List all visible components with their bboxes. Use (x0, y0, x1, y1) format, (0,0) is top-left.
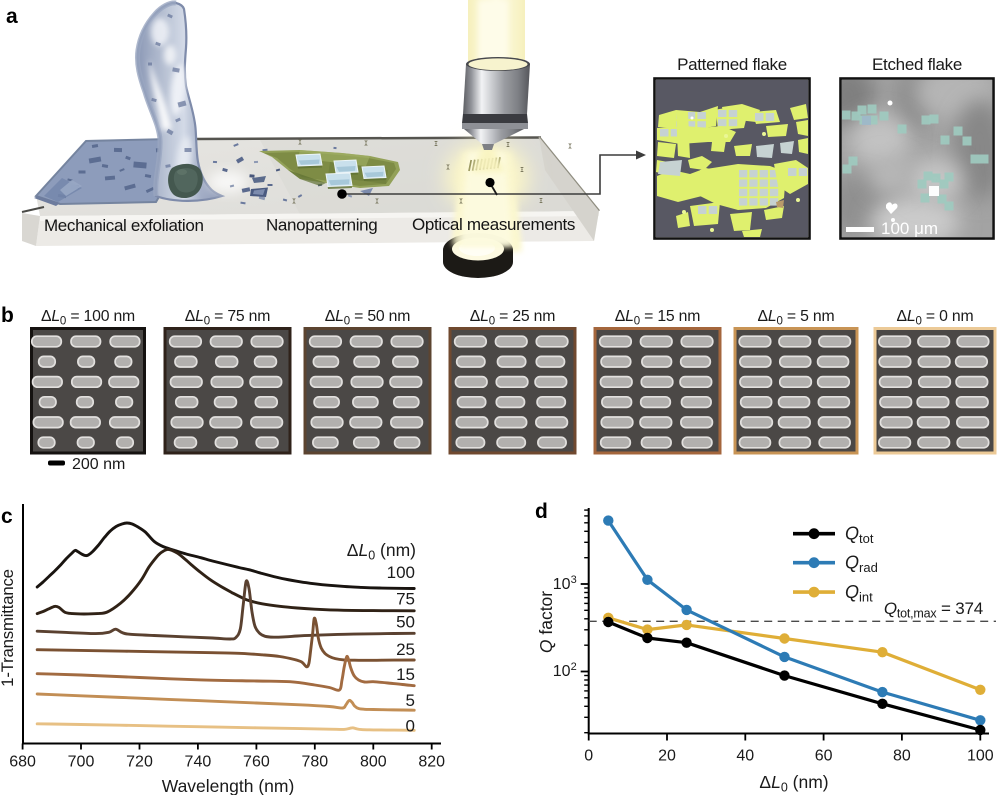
svg-text:Wavelength (nm): Wavelength (nm) (162, 776, 295, 795)
svg-text:15: 15 (396, 665, 415, 684)
svg-text:25: 25 (396, 640, 415, 659)
svg-text:ΔL0 = 50 nm: ΔL0 = 50 nm (325, 308, 411, 328)
svg-text:Optical measurements: Optical measurements (412, 215, 575, 234)
svg-text:ΔL0 = 75 nm: ΔL0 = 75 nm (185, 308, 271, 328)
svg-text:ΔL0 = 15 nm: ΔL0 = 15 nm (615, 308, 701, 328)
svg-text:0: 0 (584, 748, 593, 765)
svg-text:5: 5 (406, 691, 415, 710)
svg-text:c: c (1, 505, 13, 528)
svg-text:40: 40 (736, 748, 754, 765)
svg-text:ΔL0 = 25 nm: ΔL0 = 25 nm (470, 308, 556, 328)
svg-text:Q factor: Q factor (536, 591, 556, 653)
svg-text:720: 720 (126, 754, 153, 771)
svg-text:Qtot,max = 374: Qtot,max = 374 (884, 599, 983, 621)
svg-text:a: a (6, 5, 18, 28)
svg-text:20: 20 (658, 748, 676, 765)
svg-text:80: 80 (893, 748, 911, 765)
svg-text:800: 800 (360, 754, 387, 771)
svg-text:b: b (1, 304, 14, 327)
svg-text:Qrad: Qrad (845, 553, 878, 576)
svg-text:700: 700 (68, 754, 95, 771)
svg-text:d: d (535, 500, 548, 523)
svg-text:820: 820 (418, 754, 445, 771)
svg-text:Qint: Qint (845, 582, 873, 605)
svg-text:200 nm: 200 nm (72, 456, 125, 473)
svg-text:ΔL0 (nm): ΔL0 (nm) (759, 772, 828, 795)
svg-text:ΔL0 (nm): ΔL0 (nm) (347, 540, 416, 563)
svg-text:60: 60 (815, 748, 833, 765)
svg-text:0: 0 (406, 717, 415, 736)
svg-text:100 μm: 100 μm (881, 219, 938, 238)
svg-text:740: 740 (185, 754, 212, 771)
svg-text:Mechanical exfoliation: Mechanical exfoliation (44, 216, 204, 235)
svg-text:50: 50 (396, 613, 415, 632)
svg-text:760: 760 (243, 754, 270, 771)
svg-text:Patterned flake: Patterned flake (677, 55, 787, 74)
svg-text:780: 780 (301, 754, 328, 771)
svg-text:680: 680 (9, 754, 36, 771)
svg-text:100: 100 (387, 563, 415, 582)
svg-text:ΔL0 = 0 nm: ΔL0 = 0 nm (897, 308, 974, 328)
svg-text:75: 75 (396, 590, 415, 609)
svg-text:ΔL0 = 5 nm: ΔL0 = 5 nm (758, 308, 835, 328)
svg-text:ΔL0 = 100 nm: ΔL0 = 100 nm (41, 308, 135, 328)
svg-text:Qtot: Qtot (845, 524, 874, 547)
svg-text:100: 100 (967, 748, 994, 765)
svg-text:Nanopatterning: Nanopatterning (266, 216, 377, 235)
svg-text:Etched flake: Etched flake (872, 55, 962, 74)
svg-text:1-Transmittance: 1-Transmittance (0, 569, 17, 687)
